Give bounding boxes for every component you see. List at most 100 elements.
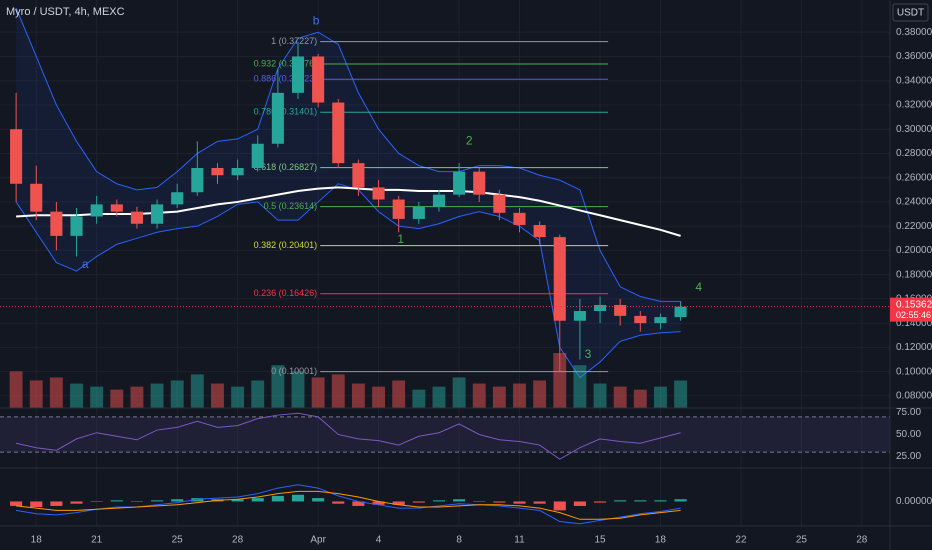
candle-body	[151, 204, 164, 224]
candle-body	[553, 237, 566, 321]
fib-label: 0.886 (0.34123)	[254, 74, 318, 84]
axes: 18 21 25 28 Apr 4 8 11 15 18 22 25 280.080000.100000…	[31, 27, 932, 546]
candle-body	[30, 183, 43, 212]
volume-bar	[633, 389, 647, 408]
macd-bar	[10, 501, 23, 506]
candle-body	[110, 204, 123, 212]
macd-bar	[130, 501, 143, 502]
rsi-band	[0, 416, 890, 453]
macd-bar	[513, 501, 526, 504]
macd-bar	[573, 501, 586, 506]
plot: 1 (0.37227) 0.932 (0.35376) 0.886 (0.34123…	[0, 7, 890, 525]
band-lower	[15, 183, 681, 379]
chart-title: Myro / USDT, 4h, MEXC	[6, 6, 125, 18]
last-price-label: 0.15362	[896, 299, 932, 310]
y-tick-label: 0.28000	[896, 148, 932, 159]
candle-body	[191, 168, 204, 193]
wave-label: b	[313, 14, 320, 28]
macd-bar	[332, 501, 345, 504]
macd-bar	[312, 498, 325, 502]
volume-bar	[211, 383, 224, 408]
x-tick-label: 21	[91, 535, 103, 546]
fib-label: 0.932 (0.35376)	[254, 58, 318, 68]
candle-body	[533, 224, 546, 238]
volume-bar	[654, 386, 667, 408]
x-tick-label: 8	[456, 535, 462, 546]
candle-body	[90, 204, 103, 217]
candle-body	[312, 56, 325, 103]
candle-body	[251, 143, 264, 168]
volume-bar	[231, 386, 245, 408]
x-tick-label: 28	[232, 535, 244, 546]
x-tick-label: 18	[655, 535, 667, 546]
y-tick-label: 75.00	[896, 407, 921, 418]
macd-bar	[30, 501, 43, 508]
volume-bar	[351, 383, 365, 408]
y-tick-label: 0.26000	[896, 172, 932, 183]
macd-bar	[90, 501, 103, 502]
x-tick-label: 28	[856, 535, 868, 546]
candle-body	[412, 206, 425, 219]
y-tick-label: 0.18000	[896, 269, 932, 280]
x-tick-label: Apr	[310, 535, 326, 546]
volume-bar	[331, 374, 345, 408]
countdown: 02:55:46	[896, 310, 931, 320]
band-fill	[16, 8, 681, 378]
candle-body	[674, 306, 687, 318]
y-tick-label: 0.34000	[896, 75, 932, 86]
wave-label: 3	[585, 347, 592, 361]
fib-label: 0.5 (0.23614)	[264, 201, 318, 211]
volume-bar	[190, 374, 204, 408]
fib-label: 1 (0.37227)	[271, 36, 317, 46]
candle-body	[332, 102, 345, 164]
wave-label: 2	[466, 134, 473, 148]
macd-bar	[231, 499, 244, 502]
y-tick-label: 0.00000	[896, 496, 932, 507]
macd-bar	[151, 500, 164, 502]
macd-bar	[594, 501, 607, 503]
y-tick-label: 0.20000	[896, 245, 932, 256]
volume-bar	[573, 365, 587, 408]
candle-body	[10, 129, 23, 184]
x-tick-label: 25	[796, 535, 808, 546]
volume-bar	[412, 389, 426, 408]
macd-bar	[674, 499, 687, 502]
y-tick-label: 0.22000	[896, 221, 932, 232]
volume-bar	[271, 365, 285, 408]
macd-line	[16, 484, 681, 525]
volume-bar	[291, 371, 305, 408]
currency-box[interactable]	[892, 3, 929, 22]
macd-bar	[654, 500, 667, 502]
y-tick-label: 0.24000	[896, 197, 932, 208]
candle-body	[594, 304, 607, 312]
x-tick-label: 11	[514, 535, 525, 546]
macd-bar	[352, 501, 365, 506]
candle-body	[372, 187, 385, 200]
wave-label: a	[82, 257, 89, 271]
volume-bar	[110, 389, 124, 408]
volume-bar	[150, 383, 164, 408]
candle-body	[432, 194, 445, 207]
volume-bar	[392, 380, 406, 408]
macd-bar	[50, 501, 63, 506]
y-tick-label: 25.00	[896, 451, 921, 462]
x-tick-label: 15	[594, 535, 606, 546]
macd-bar	[553, 501, 566, 511]
macd-bar	[291, 494, 305, 502]
volume-bar	[513, 383, 526, 408]
x-tick-label: 18	[31, 535, 43, 546]
currency[interactable]: USDT	[897, 8, 924, 19]
volume-bar	[452, 377, 466, 408]
volume-bar	[90, 386, 104, 408]
candle-body	[634, 315, 647, 324]
y-tick-label: 0.08000	[896, 391, 932, 402]
fib-label: 0.786 (0.31401)	[254, 107, 318, 117]
candle-body	[453, 171, 466, 195]
volume-bar	[251, 380, 265, 408]
macd-bar	[110, 500, 123, 502]
candle-body	[291, 56, 305, 93]
fib-label: 0.382 (0.20401)	[254, 240, 318, 250]
candle-body	[654, 317, 667, 324]
y-tick-label: 0.38000	[896, 27, 932, 38]
candle-body	[211, 168, 224, 176]
